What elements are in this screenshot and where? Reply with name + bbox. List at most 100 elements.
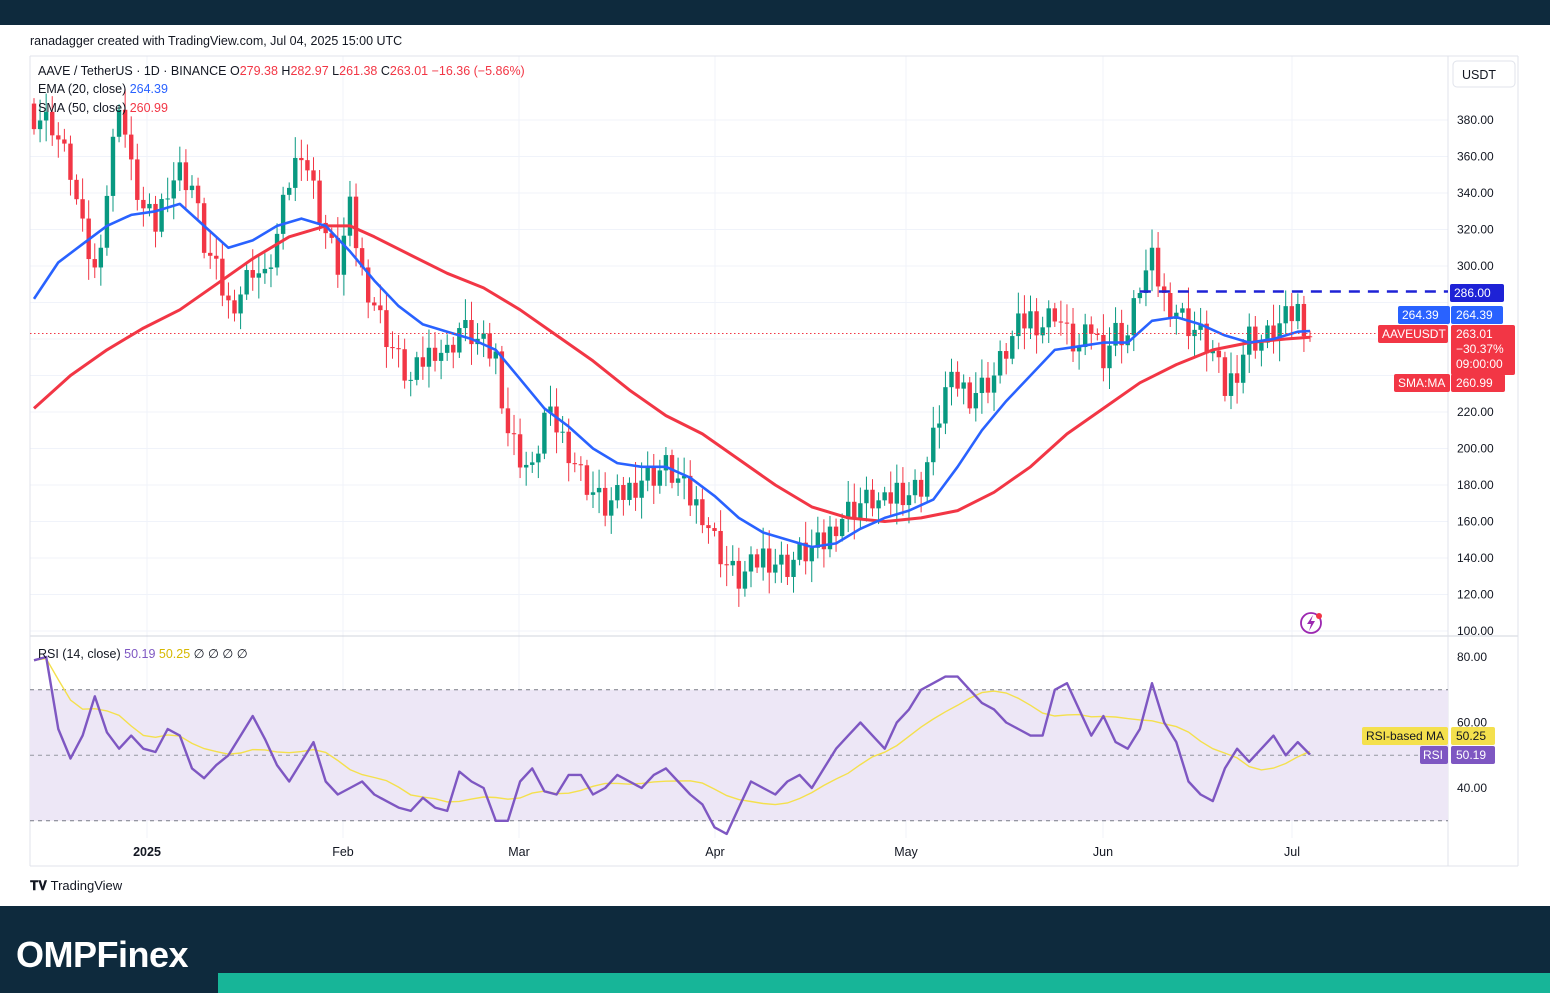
ohlc-key: L (332, 64, 339, 78)
candle-body (991, 375, 997, 393)
candle (955, 361, 960, 397)
candle-body (1095, 333, 1100, 335)
candle-body (287, 187, 292, 195)
rsi-legend-value: 50.19 (124, 647, 159, 661)
candle (821, 519, 827, 568)
tradingview-logo[interactable]: 𝐓𝐕 TradingView (30, 878, 122, 894)
candle (384, 291, 389, 368)
candle-body (523, 464, 529, 468)
candle (420, 336, 426, 380)
candle-body (481, 333, 486, 339)
tradingview-text: TradingView (50, 878, 123, 893)
candle (262, 253, 268, 284)
candle (226, 282, 231, 319)
symbol-name-tag-text: AAVEUSDT (1382, 327, 1446, 341)
candle (779, 541, 784, 583)
candle (1101, 314, 1106, 382)
candle (803, 521, 808, 575)
candle-body (451, 344, 456, 353)
rsi-legend-ma: 50.25 (159, 647, 194, 661)
last-price-tag-bg (1451, 325, 1515, 375)
rsi-value-tag-text: 50.19 (1456, 748, 1486, 762)
candle-body (171, 180, 176, 199)
candle (1143, 249, 1149, 307)
candle-body (1119, 322, 1124, 346)
candle-body (724, 564, 729, 566)
candle-body (104, 195, 110, 248)
candle (706, 517, 711, 544)
rsi-tick-label: 40.00 (1457, 781, 1487, 795)
candle-body (712, 528, 717, 531)
ema-value-tag-bg (1451, 306, 1503, 324)
candle-body (1222, 357, 1228, 396)
rsi-line (33, 655, 1311, 836)
candle (1082, 313, 1088, 356)
candle-body (1137, 293, 1143, 299)
candle (432, 332, 438, 372)
candle-body (359, 248, 365, 268)
lightning-icon-ring (1300, 612, 1322, 634)
candle (256, 255, 262, 299)
symbol-name-tag-bg (1378, 325, 1448, 343)
candle-body (785, 554, 790, 577)
candle (906, 482, 912, 524)
candle-body (827, 526, 833, 550)
candle-body (1010, 336, 1015, 359)
candle-body (657, 470, 663, 486)
candle (311, 157, 316, 199)
candle-body (572, 463, 577, 465)
candle (1095, 328, 1100, 341)
candle (396, 334, 401, 368)
candle-body (1058, 321, 1064, 323)
time-tick-label: 2025 (133, 845, 161, 859)
candle-body (791, 559, 796, 577)
candle-body (1070, 323, 1076, 352)
candle (135, 143, 140, 211)
candle-body (226, 295, 231, 301)
candle (183, 149, 189, 209)
candle-body (31, 103, 37, 130)
currency-button (1452, 60, 1516, 88)
candle-body (675, 478, 681, 483)
candle-body (876, 500, 881, 509)
candle (621, 476, 626, 516)
candle-body (165, 198, 170, 200)
candle-body (1307, 336, 1313, 338)
rsi-ma-value: 50.25 (1456, 729, 1486, 743)
last-price-tag: 263.01−30.37%09:00:00 (1451, 325, 1515, 375)
candle-body (536, 453, 541, 463)
candle-body (955, 371, 960, 389)
candle (293, 137, 298, 202)
candle-body (985, 377, 991, 393)
candle (943, 371, 948, 435)
candle (809, 529, 814, 583)
candle (305, 144, 310, 181)
candle-body (633, 482, 638, 498)
candle (858, 487, 863, 530)
candle (141, 186, 146, 227)
candle (31, 98, 37, 135)
candle-body (906, 495, 912, 506)
candle (967, 376, 972, 414)
candle-body (912, 479, 918, 496)
candle-body (1192, 329, 1197, 337)
candle (1277, 305, 1282, 362)
candle-body (201, 203, 207, 253)
price-chart[interactable]: 100.00 120.00 140.00 160.00 180.00 200.00 220.… (0, 25, 1550, 880)
candle (214, 237, 219, 280)
candle-body (639, 480, 644, 498)
candle (1052, 302, 1057, 327)
candle-body (858, 503, 863, 519)
candle-body (888, 492, 893, 504)
candle (694, 486, 699, 524)
candle-body (153, 203, 158, 232)
rsi-ma-name: RSI-based MA (1366, 729, 1444, 743)
candle (633, 462, 638, 511)
candle (554, 388, 559, 454)
candle-body (1198, 323, 1203, 330)
candle-body (1271, 325, 1276, 341)
candle-body (864, 489, 869, 504)
candle (517, 418, 523, 479)
candle (1253, 316, 1258, 359)
candle-body (141, 199, 146, 209)
